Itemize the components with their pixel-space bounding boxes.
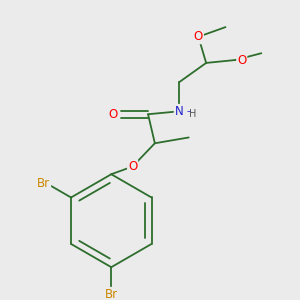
Text: Br: Br <box>105 288 118 300</box>
Text: –: – <box>187 107 191 116</box>
Text: H: H <box>189 109 196 119</box>
Text: Br: Br <box>37 177 50 190</box>
Text: O: O <box>237 53 246 67</box>
Text: O: O <box>194 30 203 43</box>
Text: O: O <box>109 108 118 121</box>
Text: O: O <box>128 160 137 173</box>
Text: N: N <box>175 105 183 118</box>
